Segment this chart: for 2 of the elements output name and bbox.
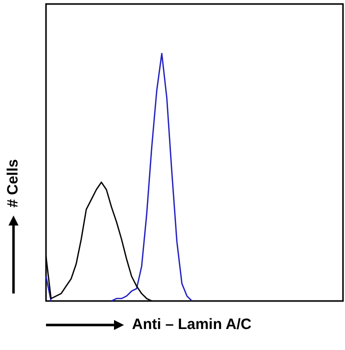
y-axis-title: # Cells [4, 159, 22, 208]
x-axis-title: Anti – Lamin A/C [132, 316, 252, 333]
